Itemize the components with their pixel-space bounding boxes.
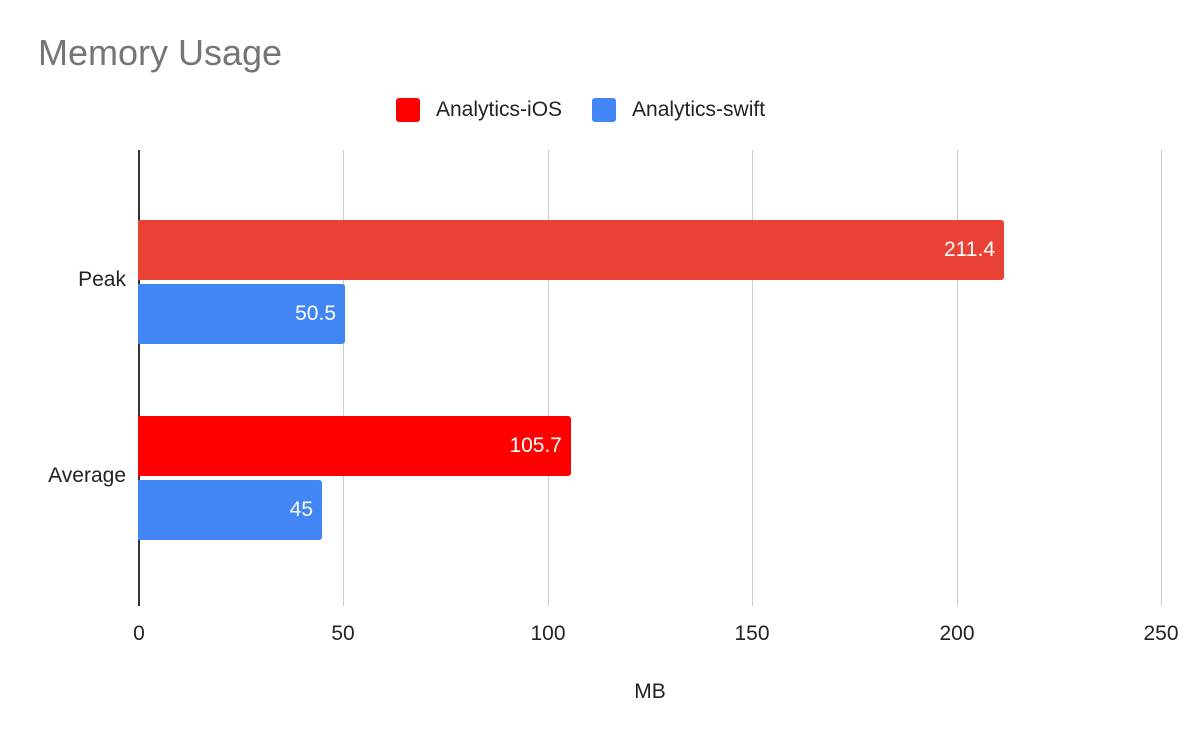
legend-item-analytics-swift[interactable]: Analytics-swift: [592, 98, 765, 122]
x-tick-label: 100: [530, 622, 566, 645]
legend-swatch-ios: [396, 98, 420, 122]
x-tick-label: 150: [734, 622, 770, 645]
data-label: 45: [289, 498, 313, 521]
y-axis-line: [138, 150, 140, 606]
bar-peak-swift[interactable]: 50.5: [138, 284, 345, 344]
data-label: 105.7: [509, 434, 562, 457]
legend-label: Analytics-swift: [632, 98, 766, 121]
gridline: [548, 150, 549, 606]
category-label-average: Average: [48, 464, 126, 487]
gridline: [343, 150, 344, 606]
chart-title: Memory Usage: [38, 32, 283, 73]
data-label: 50.5: [295, 302, 336, 325]
bar-average-swift[interactable]: 45: [138, 480, 322, 540]
x-tick-label: 200: [939, 622, 975, 645]
gridline: [752, 150, 753, 606]
x-tick-label: 50: [331, 622, 355, 645]
data-label: 211.4: [944, 238, 995, 261]
bar-peak-ios[interactable]: 211.4: [138, 220, 1004, 280]
gridline: [1161, 150, 1162, 606]
bar-average-ios[interactable]: 105.7: [138, 416, 571, 476]
x-tick-label: 250: [1143, 622, 1179, 645]
legend-label: Analytics-iOS: [436, 98, 563, 121]
plot-area: 211.4 50.5 105.7 45: [138, 150, 1162, 606]
category-label-peak: Peak: [78, 268, 126, 291]
legend-item-analytics-ios[interactable]: Analytics-iOS: [396, 98, 562, 122]
gridline: [957, 150, 958, 606]
x-tick-label: 0: [133, 622, 145, 645]
x-axis-title: MB: [634, 680, 666, 703]
legend: Analytics-iOS Analytics-swift: [396, 98, 795, 122]
legend-swatch-swift: [592, 98, 617, 122]
